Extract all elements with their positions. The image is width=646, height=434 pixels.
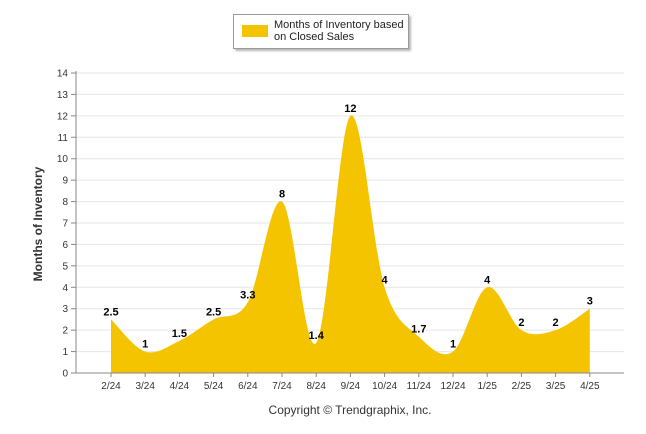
data-labels: 2.5 1 1.5 2.5 3.3 8 1.4 12 4 1.7 1 4 2 2 3 (103, 103, 593, 351)
x-tick-label: 4/24 (170, 381, 190, 392)
data-label: 1 (450, 339, 456, 351)
data-label: 1.7 (411, 324, 426, 336)
x-tick-label: 8/24 (306, 381, 326, 392)
x-tick-label: 2/25 (512, 381, 532, 392)
copyright: Copyright © Trendgraphix, Inc. (268, 403, 432, 417)
y-tick-label: 6 (62, 240, 68, 251)
x-tick-label: 1/25 (477, 381, 497, 392)
data-label: 1.5 (172, 328, 187, 340)
area-fill (111, 115, 590, 373)
data-label: 12 (344, 103, 356, 115)
y-tick-label: 12 (57, 111, 69, 122)
data-label: 3 (587, 296, 593, 308)
data-label: 4 (382, 274, 389, 286)
data-label: 2 (518, 317, 524, 329)
area-series (111, 115, 590, 373)
data-label: 4 (484, 274, 491, 286)
x-tick-label: 12/24 (440, 381, 465, 392)
data-label: 1.4 (309, 330, 325, 342)
y-tick-label: 7 (62, 219, 68, 230)
data-label: 2 (553, 317, 559, 329)
data-label: 2.5 (206, 306, 221, 318)
y-tick-label: 13 (57, 90, 69, 101)
data-label: 3.3 (240, 289, 255, 301)
x-tick-label: 9/24 (341, 381, 361, 392)
y-tick-label: 8 (62, 197, 68, 208)
x-tick-label: 6/24 (238, 381, 258, 392)
y-tick-label: 10 (57, 154, 69, 165)
x-tick-label: 4/25 (580, 381, 600, 392)
y-tick-label: 3 (62, 304, 68, 315)
data-label: 8 (279, 189, 285, 201)
y-tick-label: 5 (62, 261, 68, 272)
x-tick-label: 10/24 (372, 381, 397, 392)
legend-swatch (242, 25, 268, 37)
data-label: 1 (142, 339, 148, 351)
legend-label: Months of Inventory based on Closed Sale… (274, 19, 404, 43)
x-tick-label: 2/24 (101, 381, 121, 392)
x-tick-label: 3/25 (546, 381, 566, 392)
y-tick-label: 11 (58, 133, 69, 144)
y-tick-label: 14 (57, 69, 69, 80)
x-tick-label: 7/24 (272, 381, 292, 392)
y-axis-title: Months of Inventory (31, 166, 45, 282)
x-tick-labels: 2/24 3/24 4/24 5/24 6/24 7/24 8/24 9/24 10/24 11/… (101, 373, 600, 392)
y-tick-label: 0 (62, 369, 68, 380)
legend: Months of Inventory based on Closed Sale… (233, 14, 409, 49)
data-label: 2.5 (103, 306, 118, 318)
x-tick-label: 3/24 (135, 381, 155, 392)
x-tick-label: 5/24 (204, 381, 224, 392)
x-tick-label: 11/24 (407, 381, 432, 392)
y-tick-label: 4 (62, 283, 68, 294)
y-tick-label: 2 (62, 326, 68, 337)
y-tick-label: 9 (62, 176, 68, 187)
y-tick-label: 1 (62, 347, 68, 358)
